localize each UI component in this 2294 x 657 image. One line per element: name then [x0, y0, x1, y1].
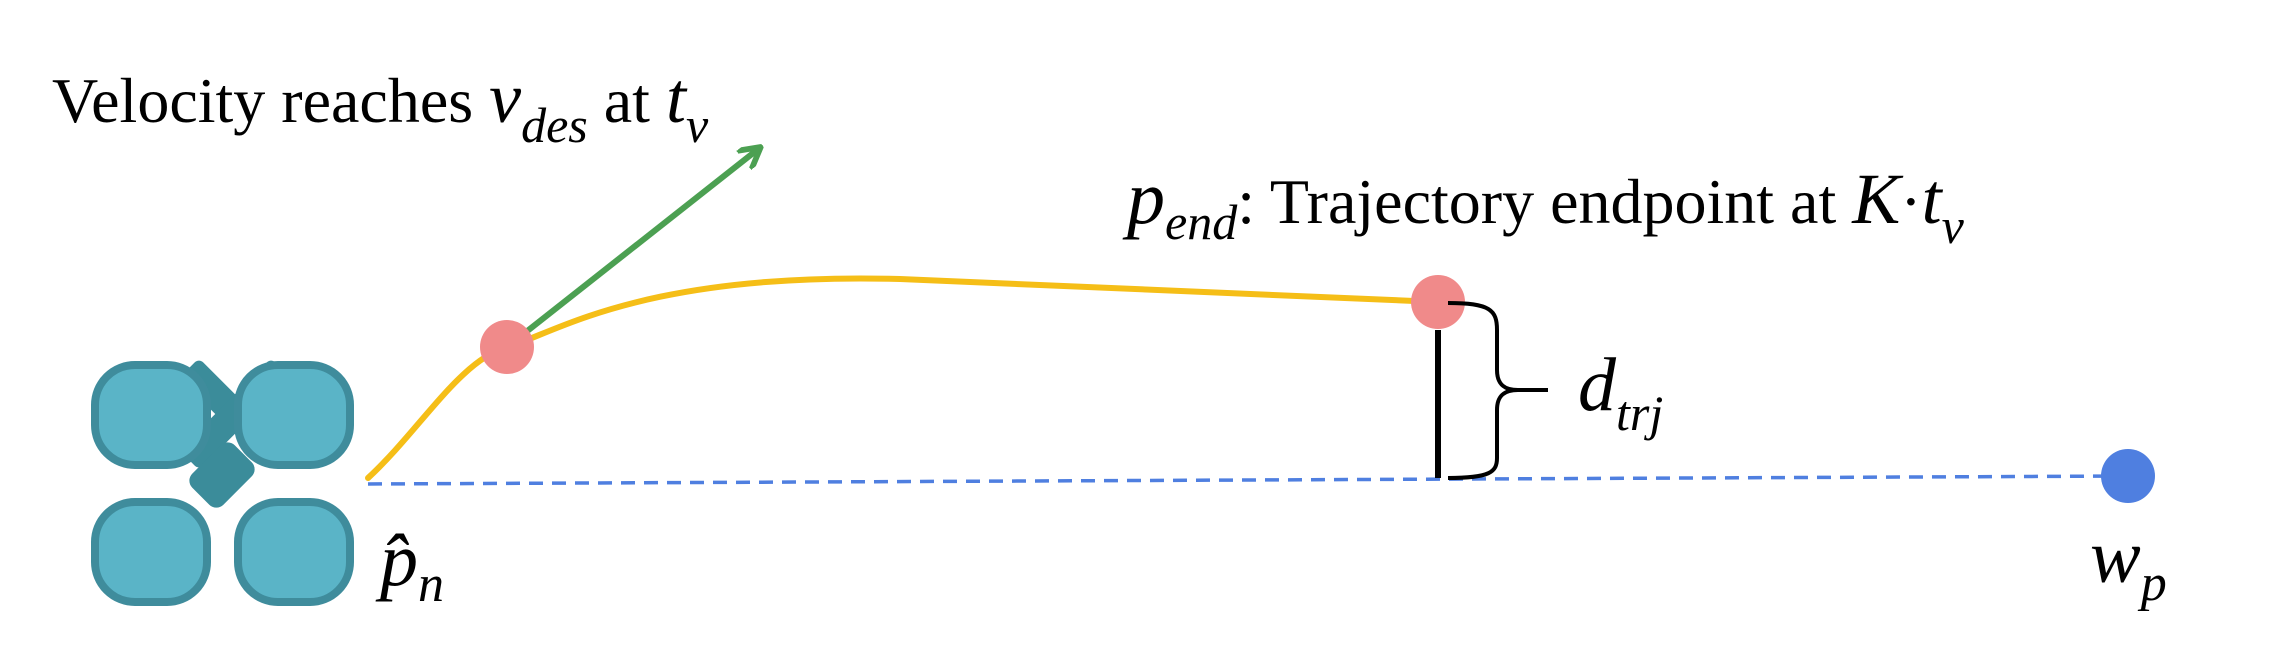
waypoint-label: wp	[2090, 515, 2167, 612]
velocity-point-marker	[480, 320, 534, 374]
deviation-brace	[1447, 301, 1519, 480]
endpoint-label: pend: Trajectory endpoint at K·tv	[1122, 156, 1965, 254]
velocity-arrow	[505, 150, 757, 350]
straight-path-dashed-line	[367, 474, 2131, 486]
velocity-label: Velocity reaches vdes at tv	[52, 58, 709, 153]
trajectory-curve	[365, 275, 1441, 481]
waypoint-marker	[2101, 449, 2155, 503]
quadrotor-drone-icon	[91, 360, 354, 606]
deviation-label: dtrj	[1578, 343, 1663, 441]
start-position-label: p̂n	[375, 518, 444, 613]
trajectory-endpoint-marker	[1411, 275, 1465, 329]
